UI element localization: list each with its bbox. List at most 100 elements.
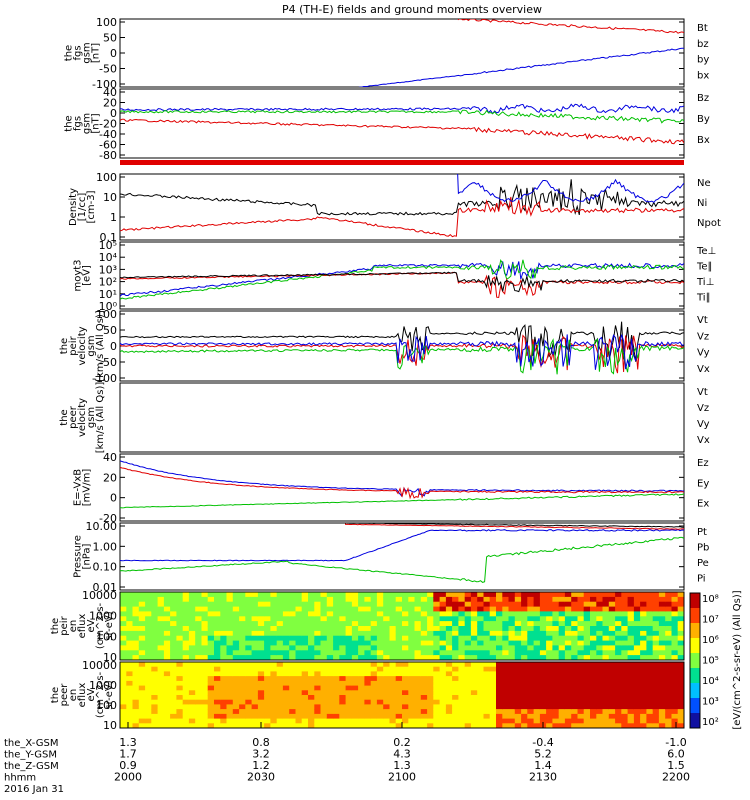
spectrogram-cell (138, 640, 146, 647)
spectrogram-cell (308, 635, 315, 642)
spectrogram-cell (489, 616, 497, 622)
spectrogram-cell (615, 666, 622, 672)
spectrogram-cell (458, 621, 466, 627)
spectrogram-cell (665, 645, 673, 651)
spectrogram-cell (339, 662, 347, 668)
spectrogram-cell (496, 655, 503, 660)
spectrogram-cell (251, 601, 259, 608)
spectrogram-cell (120, 723, 127, 728)
y-axis-label: the (64, 115, 75, 131)
spectrogram-cell (264, 655, 271, 660)
spectrogram-cell (514, 671, 522, 677)
spectrogram-cell (452, 596, 459, 603)
spectrogram-cell (658, 699, 666, 705)
spectrogram-cell (138, 621, 146, 627)
y-tick-label: 0.01 (93, 581, 118, 594)
spectrogram-cell (214, 630, 221, 637)
legend-entry: Vt (697, 387, 708, 398)
spectrogram-cell (301, 709, 309, 715)
spectrogram-cell (195, 713, 203, 720)
spectrogram-cell (608, 611, 616, 617)
spectrogram-cell (489, 676, 497, 682)
colorbar-swatch (690, 593, 700, 609)
spectrogram-cell (226, 645, 234, 651)
spectrogram-cell (464, 645, 472, 651)
spectrogram-cell (201, 611, 209, 617)
spectrogram-cell (376, 626, 384, 632)
spectrogram-cell (145, 704, 152, 710)
spectrogram-cell (452, 606, 459, 613)
x-tick-label: 1.7 (119, 748, 137, 761)
spectrogram-cell (395, 666, 403, 672)
spectrogram-cell (383, 645, 391, 651)
panels: 100500-50-100thefgsgsm[nT]Btbzbybx40200-… (50, 16, 721, 732)
spectrogram-cell (533, 718, 541, 724)
spectrogram-cell (195, 690, 203, 696)
spectrogram-cell (132, 680, 140, 687)
spectrogram-cell (602, 640, 610, 647)
spectrogram-cell (652, 606, 660, 613)
spectrogram-cell (226, 626, 234, 632)
spectrogram-cell (201, 671, 209, 677)
series-Pt (345, 523, 684, 528)
spectrogram-cell (245, 635, 253, 642)
y-tick-label: 0 (110, 340, 117, 353)
spectrogram-cell (402, 635, 409, 642)
panel-p9: 10000100010010thepeirenefluxeV(cm^2-s-sr… (50, 589, 685, 664)
spectrogram-cell (621, 685, 629, 691)
spectrogram-cell (508, 676, 516, 682)
spectrogram-cell (239, 671, 246, 677)
spectrogram-cell (264, 690, 271, 696)
spectrogram-cell (358, 606, 365, 613)
spectrogram-cell (408, 671, 416, 677)
x-tick-label: 1.5 (667, 759, 685, 772)
series-Pi (120, 529, 684, 562)
spectrogram-cell (483, 606, 491, 613)
spectrogram-cell (546, 662, 553, 668)
spectrogram-cell (627, 645, 635, 651)
spectrogram-cell (502, 592, 510, 598)
spectrogram-cell (564, 713, 572, 720)
colorbar-label: [eV/(cm^2-s-sr-eV) (All Qs)] (732, 590, 743, 729)
spectrogram-cell (270, 630, 278, 637)
spectrogram-cell (358, 645, 365, 651)
spectrogram-cell (452, 645, 459, 651)
y-tick-label: 1 (110, 211, 117, 224)
spectrogram-cell (207, 723, 215, 728)
spectrogram-cell (339, 690, 347, 696)
x-tick-label: 1.3 (119, 736, 137, 749)
spectrogram-cell (514, 655, 522, 660)
spectrogram-cell (232, 596, 240, 603)
spectrogram-cell (527, 606, 535, 613)
spectrogram-cell (132, 709, 140, 715)
spectrogram-cell (138, 616, 146, 622)
spectrogram-cell (276, 596, 284, 603)
x-tick-label: 6.0 (667, 748, 685, 761)
spectrogram-cell (527, 666, 535, 672)
spectrogram-cell (138, 635, 146, 642)
spectrogram-cell (308, 596, 315, 603)
spectrogram-cell (552, 640, 560, 647)
spectrogram-cell (608, 601, 616, 608)
spectrogram-cell (527, 621, 535, 627)
spectrogram-cell (483, 650, 491, 656)
spectrogram-cell (138, 626, 146, 632)
spectrogram-cell (264, 666, 271, 672)
colorbar-tick-label: 10⁶ (702, 635, 719, 646)
spectrogram-cell (232, 655, 240, 660)
spectrogram-cell (414, 601, 422, 608)
spectrogram-cell (126, 645, 134, 651)
spectrogram-cell (621, 671, 629, 677)
spectrogram-cell (195, 718, 203, 724)
spectrogram-cell (615, 626, 622, 632)
spectrogram-cell (151, 690, 159, 696)
spectrogram-cell (608, 671, 616, 677)
series-Ti-par (120, 259, 684, 300)
spectrogram-cell (602, 655, 610, 660)
spectrogram-cell (308, 695, 315, 701)
spectrogram-cell (602, 621, 610, 627)
spectrogram-cell (201, 635, 209, 642)
spectrogram-cell (590, 695, 597, 701)
spectrogram-cell (677, 671, 684, 677)
